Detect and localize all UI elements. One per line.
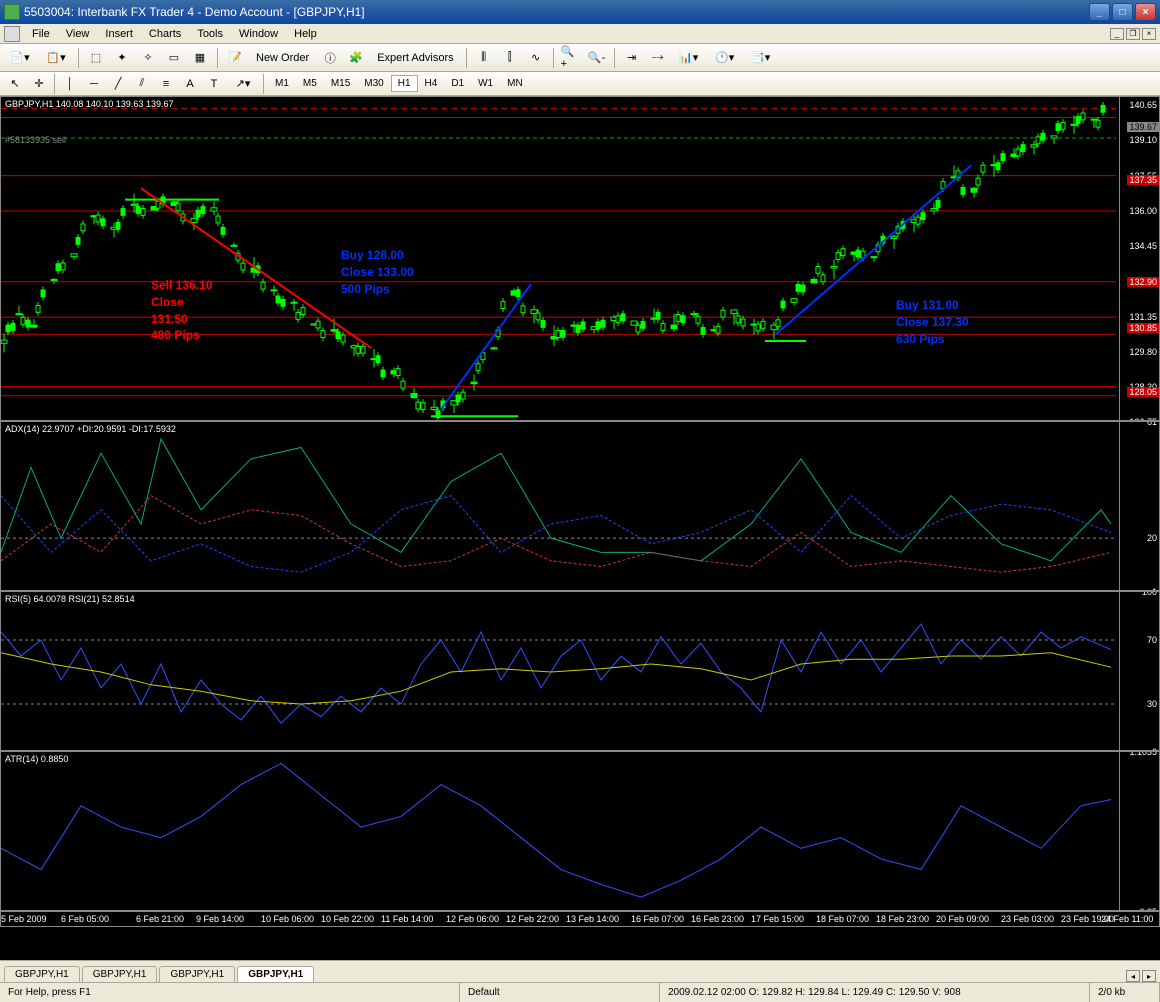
timeframe-M15[interactable]: M15 [324,75,357,92]
doc-icon [4,26,20,42]
menu-view[interactable]: View [58,26,98,42]
market-watch-button[interactable]: ⬚ [85,47,107,69]
toolbar-drawing: ↖ ✛ │ ─ ╱ ⫽ ≡ A T ↗▾ M1M5M15M30H1H4D1W1M… [0,72,1160,96]
auto-scroll-button[interactable]: ⇥ [621,47,643,69]
adx-axis: 61201 [1119,422,1159,590]
minimize-button[interactable]: _ [1089,3,1110,21]
chart-tab-2[interactable]: GBPJPY,H1 [159,966,235,982]
fibo-button[interactable]: ≡ [155,73,177,95]
timeframe-D1[interactable]: D1 [444,75,471,92]
chart-tab-0[interactable]: GBPJPY,H1 [4,966,80,982]
hline-button[interactable]: ─ [83,73,105,95]
atr-panel[interactable]: ATR(14) 0.8850 1.10350.35 [0,751,1160,911]
mdi-restore-button[interactable]: ❐ [1126,28,1140,40]
chart-annotation: Sell 136.10Close131.50480 Pips [151,277,212,344]
zoom-out-button[interactable]: 🔍- [586,47,608,69]
order-label: #58133935 sell [5,135,66,145]
menu-window[interactable]: Window [231,26,286,42]
chart-shift-button[interactable]: ⤍ [647,47,669,69]
status-help: For Help, press F1 [0,983,460,1002]
cursor-button[interactable]: ↖ [4,73,26,95]
chart-annotation: Buy 131.00Close 137.30630 Pips [896,297,969,347]
rsi-panel[interactable]: RSI(5) 64.0078 RSI(21) 52.8514 10070300 [0,591,1160,751]
candle-chart-button[interactable]: ⫿ [499,47,521,69]
zoom-in-button[interactable]: 🔍+ [560,47,582,69]
status-profile: Default [460,983,660,1002]
menu-insert[interactable]: Insert [97,26,141,42]
data-window-button[interactable]: ✧ [137,47,159,69]
menu-file[interactable]: File [24,26,58,42]
timeframe-H4[interactable]: H4 [418,75,445,92]
text-label-button[interactable]: T [203,73,225,95]
menu-charts[interactable]: Charts [141,26,189,42]
adx-label: ADX(14) 22.9707 +DI:20.9591 -DI:17.5932 [5,424,176,434]
rsi-axis: 10070300 [1119,592,1159,750]
tabs-scroll-right[interactable]: ▸ [1142,970,1156,982]
timeframe-H1[interactable]: H1 [391,75,418,92]
strategy-tester-button[interactable]: ▦ [189,47,211,69]
time-axis: 5 Feb 20096 Feb 05:006 Feb 21:009 Feb 14… [0,911,1160,927]
close-button[interactable]: × [1135,3,1156,21]
rsi-label: RSI(5) 64.0078 RSI(21) 52.8514 [5,594,135,604]
navigator-button[interactable]: ✦ [111,47,133,69]
toolbar-main: 📄▾ 📋▾ ⬚ ✦ ✧ ▭ ▦ 📝 New Order ⓘ 🧩 Expert A… [0,44,1160,72]
crosshair-button[interactable]: ✛ [28,73,50,95]
timeframe-M1[interactable]: M1 [268,75,296,92]
expert-advisors-button[interactable]: Expert Advisors [371,52,459,64]
status-ohlc: 2009.02.12 02:00 O: 129.82 H: 129.84 L: … [660,983,1090,1002]
maximize-button[interactable]: □ [1112,3,1133,21]
templates-button[interactable]: 📑▾ [745,47,777,69]
channel-button[interactable]: ⫽ [131,73,153,95]
mdi-close-button[interactable]: × [1142,28,1156,40]
mdi-minimize-button[interactable]: _ [1110,28,1124,40]
expert-icon[interactable]: 🧩 [345,47,367,69]
bar-chart-button[interactable]: ⫼ [473,47,495,69]
chart-tab-3[interactable]: GBPJPY,H1 [237,966,314,982]
status-net: 2/0 kb [1090,983,1160,1002]
menubar: File View Insert Charts Tools Window Hel… [0,24,1160,44]
timeframe-M5[interactable]: M5 [296,75,324,92]
chart-info-label: GBPJPY,H1 140.08 140.10 139.63 139.67 [5,99,173,109]
chart-tab-1[interactable]: GBPJPY,H1 [82,966,158,982]
menu-help[interactable]: Help [286,26,325,42]
adx-panel[interactable]: ADX(14) 22.9707 +DI:20.9591 -DI:17.5932 … [0,421,1160,591]
periodicity-button[interactable]: 🕐▾ [709,47,741,69]
line-chart-button[interactable]: ∿ [525,47,547,69]
vline-button[interactable]: │ [59,73,81,95]
price-axis: 140.65139.67139.10137.55136.00134.45132.… [1119,97,1159,420]
atr-label: ATR(14) 0.8850 [5,754,68,764]
tabs-scroll-left[interactable]: ◂ [1126,970,1140,982]
new-order-icon[interactable]: 📝 [224,47,246,69]
chart-annotation: Buy 128.00Close 133.00500 Pips [341,247,414,297]
trendline-button[interactable]: ╱ [107,73,129,95]
menu-tools[interactable]: Tools [189,26,231,42]
chart-area: GBPJPY,H1 140.08 140.10 139.63 139.67 #5… [0,96,1160,960]
timeframe-M30[interactable]: M30 [357,75,390,92]
atr-axis: 1.10350.35 [1119,752,1159,910]
price-panel[interactable]: GBPJPY,H1 140.08 140.10 139.63 139.67 #5… [0,96,1160,421]
timeframe-MN[interactable]: MN [500,75,530,92]
timeframe-W1[interactable]: W1 [471,75,500,92]
window-titlebar: 5503004: Interbank FX Trader 4 - Demo Ac… [0,0,1160,24]
app-icon [4,4,20,20]
metaquotes-button[interactable]: ⓘ [319,47,341,69]
chart-tabs: GBPJPY,H1GBPJPY,H1GBPJPY,H1GBPJPY,H1 ◂ ▸ [0,960,1160,982]
indicators-button[interactable]: 📊▾ [673,47,705,69]
new-order-button[interactable]: New Order [250,52,315,64]
new-chart-button[interactable]: 📄▾ [4,47,36,69]
terminal-button[interactable]: ▭ [163,47,185,69]
statusbar: For Help, press F1 Default 2009.02.12 02… [0,982,1160,1002]
profiles-button[interactable]: 📋▾ [40,47,72,69]
window-title: 5503004: Interbank FX Trader 4 - Demo Ac… [24,5,1089,19]
arrows-button[interactable]: ↗▾ [227,73,259,95]
text-button[interactable]: A [179,73,201,95]
